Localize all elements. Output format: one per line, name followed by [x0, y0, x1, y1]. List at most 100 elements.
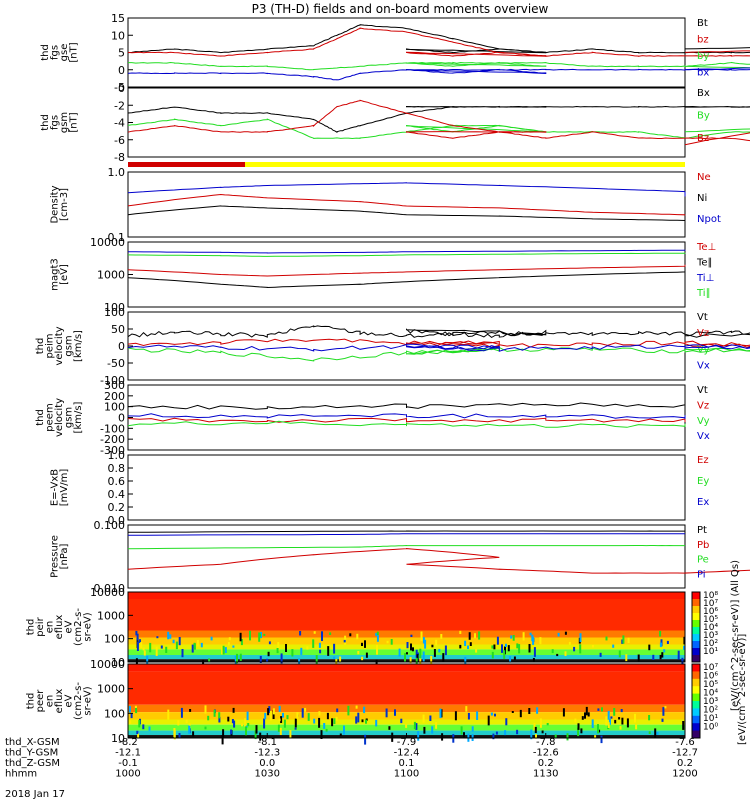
spectrogram-pixel [585, 706, 588, 716]
panel-peer_spec: 10000 1000 100 10 thdpeerenefluxeV(cm2-s-sr-… [26, 658, 686, 745]
spectrogram-pixel [625, 654, 628, 662]
spectrogram-pixel [683, 645, 685, 650]
spectrogram-pixel [666, 640, 669, 644]
colorbar-swatch [692, 664, 700, 672]
spectrogram-pixel [375, 719, 378, 727]
colorbar-swatch [692, 678, 700, 687]
spectrogram-pixel [574, 718, 577, 723]
spectrogram-pixel [444, 645, 447, 656]
spectrogram-pixel [415, 657, 418, 664]
ephem-value: 0.2 [538, 758, 554, 769]
series-line-bz [127, 27, 750, 57]
colorbar-tick: 10³ [703, 697, 718, 707]
spectrogram-pixel [509, 656, 512, 663]
spectrogram-pixel [210, 636, 213, 641]
spectrogram-pixel [663, 649, 666, 653]
spectrogram-pixel [218, 712, 221, 719]
spectrogram-pixel [440, 634, 443, 639]
spectrogram-pixel [475, 649, 478, 653]
y-axis-label-line: peem [45, 403, 56, 431]
spectrogram-pixel [424, 639, 427, 649]
spectrogram-pixel [463, 732, 465, 738]
y-axis-label-line: (cm2-s- [73, 682, 84, 720]
ephem-row-label: thd_Z-GSM [5, 758, 60, 769]
spectrogram-pixel [605, 636, 608, 641]
spectrogram-pixel [247, 723, 250, 727]
spectrogram-pixel [431, 644, 434, 648]
y-axis-label: thdfgsgsm[nT] [40, 112, 80, 133]
y-axis-label-line: thd [26, 619, 37, 636]
y-tick-label: 1000 [97, 609, 125, 622]
colorbar-swatch [692, 655, 700, 663]
y-tick-label: 0 [118, 412, 125, 425]
y-tick-label: 200 [104, 390, 125, 403]
y-tick-label: -8 [114, 151, 125, 164]
series-line-Ti⊥ [128, 249, 686, 254]
spectrogram-pixel [587, 712, 590, 717]
spectrogram-pixel [241, 723, 243, 727]
spectrogram-pixel [496, 636, 499, 645]
spectrogram-pixel [356, 633, 359, 640]
legend-label: Pe [697, 555, 709, 566]
series-line-Bz [127, 99, 750, 146]
spectrogram-pixel [365, 718, 368, 721]
spectrogram-pixel [347, 705, 350, 716]
y-tick-label: 100 [104, 306, 125, 319]
y-tick-label: 0.4 [108, 488, 126, 501]
y-tick-label: 1000 [97, 269, 125, 282]
legend-label: Ne [697, 172, 711, 183]
spectrogram-pixel [326, 712, 329, 720]
spectrogram-pixel [405, 724, 408, 728]
colorbar-tick: 10¹ [703, 647, 718, 657]
spectrogram-pixel [474, 633, 476, 639]
spectrogram-pixel [618, 650, 621, 658]
panel-frame [127, 524, 686, 589]
spectrogram-pixel [320, 730, 323, 739]
y-axis-label-line: [nPa] [59, 543, 70, 569]
ephem-row-label: thd_X-GSM [5, 737, 60, 748]
y-tick-label: 10 [111, 656, 125, 669]
legend-label: Ey [697, 476, 709, 487]
y-axis-label-line: Pressure [49, 535, 60, 578]
spectrogram-pixel [533, 723, 536, 731]
spectrogram-pixel [135, 658, 138, 665]
y-tick-label: 5 [118, 47, 125, 60]
spectrogram-band [128, 637, 685, 645]
series-line-Te⊥ [127, 264, 686, 277]
spectrogram-pixel [394, 709, 396, 716]
series-line-Vy [127, 346, 750, 362]
spectrogram-pixel [283, 719, 286, 728]
spectrogram-pixel [167, 631, 170, 640]
spectrogram-pixel [648, 644, 651, 651]
spectrogram-pixel [269, 710, 272, 721]
colorbar-swatch [692, 730, 700, 739]
y-axis-label-line: peer [35, 689, 46, 713]
panel-pressure: 0.100 0.010 Pressure[nPa] Pt Pb Pe Pi [49, 519, 750, 595]
spectrogram-band [128, 719, 685, 725]
spectrogram-pixel [146, 655, 149, 666]
spectrogram-pixel [467, 712, 470, 720]
spectrogram-pixel [138, 720, 141, 728]
spectrogram-pixel [239, 632, 242, 642]
spectrogram-pixel [584, 712, 586, 719]
panel-fgs_gsm: 0 -2 -4 -6 -8 thdfgsgsm[nT] Bx By Bz [40, 82, 750, 164]
spectrogram-band [128, 659, 685, 662]
spectrogram-pixel [495, 731, 498, 735]
date-label: 2018 Jan 17 [5, 789, 65, 800]
legend-label: Vz [697, 400, 709, 411]
ephem-value: -12.7 [672, 748, 698, 759]
y-axis-label-line: (cm2-s- [73, 608, 84, 646]
spectrogram-pixel [312, 639, 315, 648]
ephem-value: -7.8 [536, 737, 556, 748]
spectrogram-pixel [361, 719, 364, 723]
spectrogram-pixel [621, 717, 624, 725]
spectrogram-pixel [599, 652, 602, 657]
spectrogram-pixel [327, 646, 330, 656]
colorbar-swatch [692, 599, 700, 607]
spectrogram-pixel [239, 653, 242, 661]
figure-title: P3 (TH-D) fields and on-board moments ov… [252, 2, 549, 16]
spectrogram-pixel [339, 733, 342, 737]
spectrogram-pixel [331, 718, 334, 727]
spectrogram-pixel [620, 709, 623, 713]
spectrogram-pixel [460, 726, 463, 735]
